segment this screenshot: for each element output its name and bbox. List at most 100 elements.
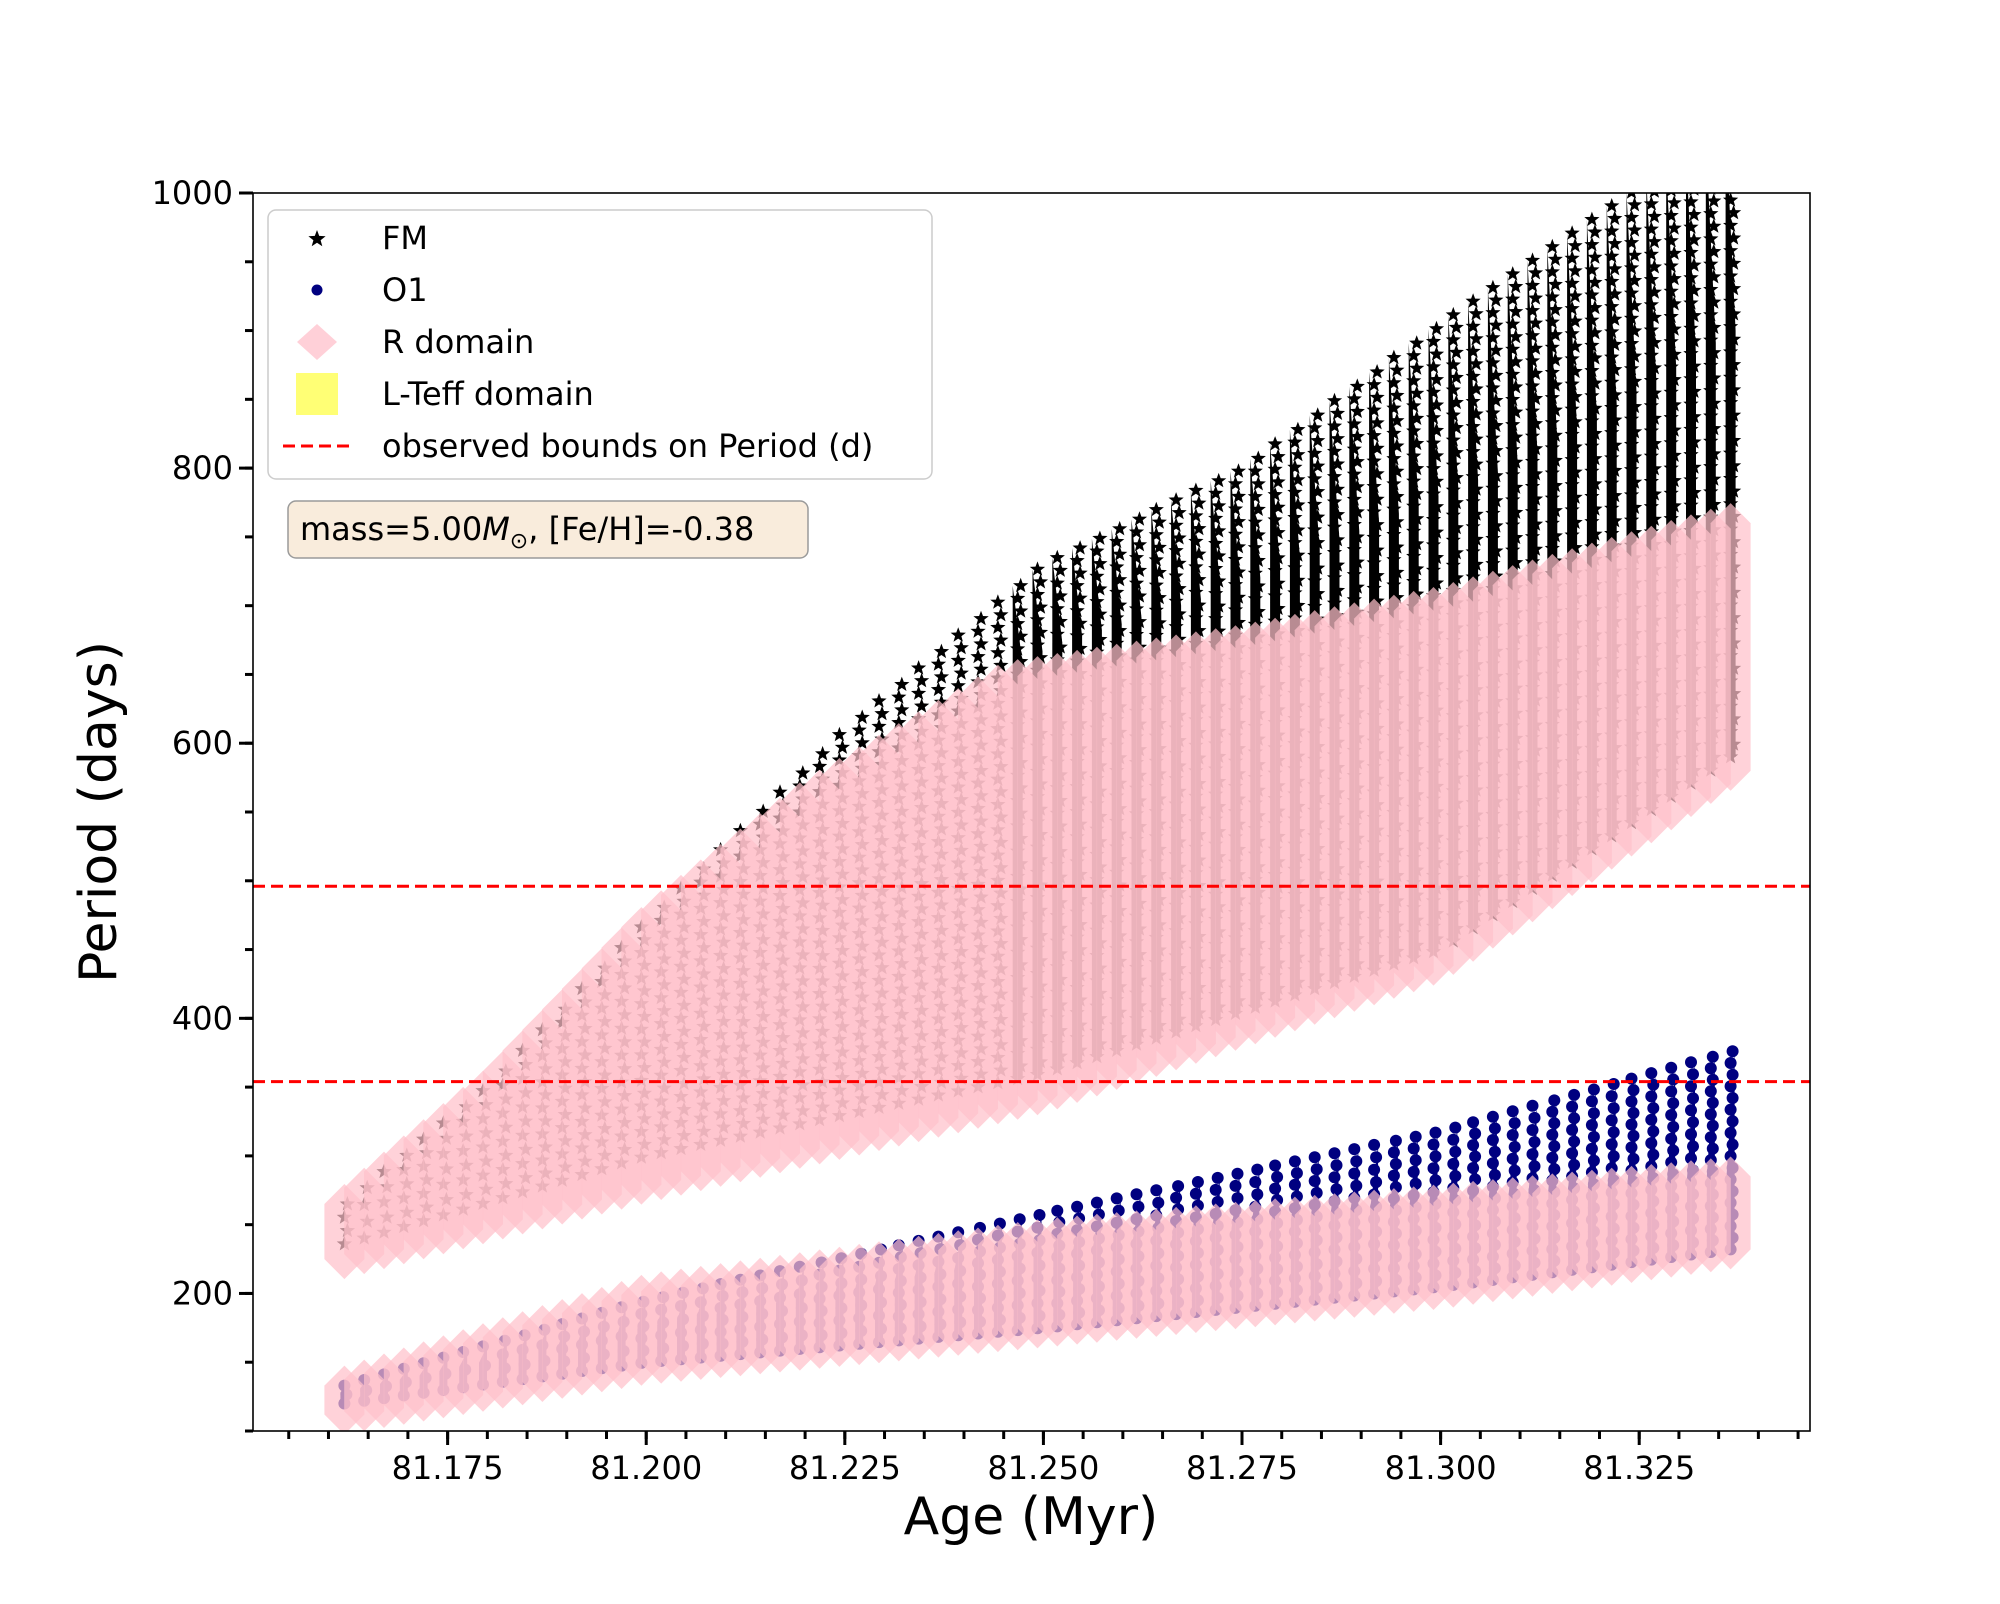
fm-star-point: [1445, 482, 1461, 497]
fm-star-point: [1706, 218, 1722, 233]
fm-star-point: [1049, 600, 1065, 616]
fm-star-point: [1706, 370, 1722, 385]
fm-star-point: [1524, 327, 1541, 343]
fm-star-point: [1564, 476, 1580, 492]
fm-star-point: [1349, 478, 1365, 494]
o1-point: [1368, 1163, 1381, 1176]
x-tick-label: 81.275: [1186, 1449, 1298, 1487]
fm-star-point: [1109, 584, 1125, 599]
fm-star-point: [1564, 325, 1580, 341]
fm-star-point: [1013, 628, 1029, 643]
y-tick-label: 600: [172, 724, 233, 762]
fm-star-point: [1013, 603, 1029, 618]
fm-star-point: [1544, 289, 1560, 304]
fm-star-point: [1409, 435, 1425, 451]
fm-star-point: [1072, 615, 1088, 630]
fm-star-point: [1703, 130, 1718, 145]
fm-star-point: [1448, 469, 1464, 485]
fm-star-point: [1428, 320, 1445, 336]
fm-star-point: [1508, 353, 1524, 369]
fm-star-point: [1706, 471, 1722, 486]
fm-star-point: [1666, 296, 1682, 311]
o1-point: [1447, 1157, 1460, 1170]
fm-star-point: [1567, 237, 1583, 253]
fm-star-point: [1092, 581, 1108, 596]
o1-point: [1687, 1092, 1699, 1105]
fm-star-point: [1468, 406, 1484, 421]
fm-star-point: [1386, 450, 1402, 466]
fm-star-point: [1069, 602, 1085, 618]
fm-star-point: [1587, 224, 1603, 239]
fm-star-point: [1425, 359, 1442, 374]
fm-star-point: [1683, 446, 1699, 462]
o1-point: [1685, 1080, 1697, 1093]
fm-star-point: [1567, 388, 1583, 404]
fm-star-point: [1527, 390, 1544, 406]
fm-star-point: [1468, 356, 1484, 371]
o1-point: [1447, 1133, 1460, 1146]
fm-star-point: [1448, 569, 1464, 585]
fm-star-point: [1564, 527, 1580, 542]
fm-star-point: [1626, 373, 1643, 388]
fm-star-point: [1326, 418, 1343, 433]
o1-point: [1605, 1138, 1618, 1151]
fm-star-point: [1409, 536, 1425, 551]
fm-star-point: [1508, 454, 1524, 469]
fm-star-point: [1643, 473, 1659, 488]
fm-star-point: [1485, 329, 1501, 345]
o1-point: [1587, 1107, 1600, 1120]
fm-star-point: [1683, 345, 1699, 361]
fm-star-point: [1703, 256, 1719, 271]
fm-star-point: [1211, 623, 1227, 638]
fm-star-point: [1726, 432, 1742, 448]
fm-star-point: [1227, 602, 1244, 617]
o1-point: [1370, 1151, 1383, 1164]
fm-star-point: [1508, 554, 1524, 570]
o1-point: [1427, 1162, 1440, 1175]
o1-point: [1467, 1162, 1480, 1174]
fm-star-point: [1290, 522, 1306, 537]
fm-star-point: [1468, 506, 1484, 521]
fm-star-point: [1584, 287, 1600, 302]
fm-star-point: [1607, 361, 1623, 377]
o1-point: [1587, 1154, 1600, 1167]
fm-star-point: [1706, 143, 1721, 158]
o1-point: [1667, 1073, 1680, 1086]
o1-point: [1449, 1170, 1462, 1182]
fm-star-point: [1485, 505, 1501, 520]
fm-star-point: [1524, 403, 1541, 418]
y-axis-label: Period (days): [69, 641, 129, 983]
fm-star-point: [1310, 534, 1326, 550]
fm-star-point: [1703, 357, 1719, 372]
fm-star-point: [1468, 481, 1484, 496]
fm-star-point: [1587, 274, 1603, 289]
fm-star-point: [1349, 554, 1365, 569]
fm-star-point: [1646, 360, 1662, 375]
fm-star-point: [1290, 597, 1306, 612]
fm-star-point: [1703, 458, 1719, 474]
fm-star-point: [1052, 562, 1068, 577]
fm-star-point: [1706, 344, 1722, 360]
fm-star-point: [1663, 283, 1679, 298]
o1-point: [1645, 1137, 1658, 1150]
fm-star-point: [1623, 461, 1640, 477]
fm-star-point: [1723, 318, 1739, 334]
x-tick-label: 81.200: [590, 1449, 702, 1487]
o1-point: [1724, 1126, 1737, 1139]
fm-star-point: [1646, 460, 1662, 476]
fm-star-point: [891, 689, 907, 704]
fm-star-point: [1290, 471, 1306, 487]
fm-star-point: [1250, 603, 1266, 619]
fm-star-point: [1567, 489, 1583, 504]
fm-star-point: [1604, 475, 1620, 490]
fm-star-point: [1646, 208, 1662, 223]
fm-star-point: [1112, 622, 1128, 638]
fm-star-point: [1092, 555, 1108, 571]
o1-point: [1389, 1158, 1402, 1170]
o1-point: [1685, 1104, 1697, 1117]
o1-point: [1508, 1117, 1521, 1130]
legend: FM O1 R domain L-Teff domain observed bo…: [267, 209, 933, 480]
fm-star-point: [1723, 369, 1739, 384]
fm-star-point: [1346, 541, 1362, 557]
o1-point: [1348, 1167, 1361, 1180]
